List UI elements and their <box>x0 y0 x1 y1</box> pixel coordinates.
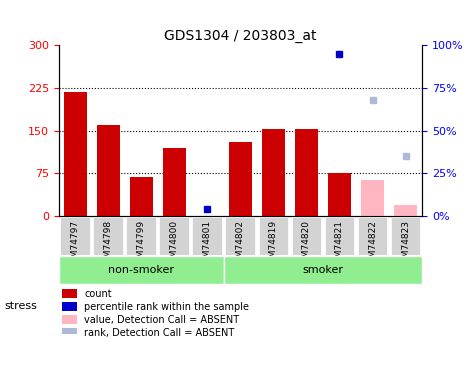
FancyBboxPatch shape <box>126 217 156 255</box>
Bar <box>229 142 252 216</box>
Bar <box>394 205 417 216</box>
Text: percentile rank within the sample: percentile rank within the sample <box>84 302 249 312</box>
Bar <box>62 302 77 311</box>
Bar <box>361 180 384 216</box>
FancyBboxPatch shape <box>192 217 222 255</box>
Text: GSM74822: GSM74822 <box>368 220 377 269</box>
FancyBboxPatch shape <box>224 256 422 284</box>
Text: GSM74821: GSM74821 <box>335 220 344 269</box>
Bar <box>97 125 120 216</box>
FancyBboxPatch shape <box>358 217 387 255</box>
FancyBboxPatch shape <box>258 217 288 255</box>
Bar <box>262 129 285 216</box>
Text: GSM74823: GSM74823 <box>401 220 410 269</box>
FancyBboxPatch shape <box>226 217 255 255</box>
Bar <box>328 174 351 216</box>
Bar <box>62 328 77 337</box>
Text: value, Detection Call = ABSENT: value, Detection Call = ABSENT <box>84 315 239 325</box>
FancyBboxPatch shape <box>61 217 90 255</box>
Bar <box>129 177 153 216</box>
Text: GSM74797: GSM74797 <box>71 220 80 269</box>
Text: non-smoker: non-smoker <box>108 265 174 275</box>
FancyBboxPatch shape <box>159 217 189 255</box>
FancyBboxPatch shape <box>292 217 321 255</box>
Text: GSM74800: GSM74800 <box>170 220 179 269</box>
FancyBboxPatch shape <box>93 217 123 255</box>
Text: GSM74801: GSM74801 <box>203 220 212 269</box>
Text: count: count <box>84 289 112 298</box>
FancyBboxPatch shape <box>59 256 224 284</box>
Bar <box>163 148 186 216</box>
Text: GSM74799: GSM74799 <box>137 220 146 269</box>
Text: stress: stress <box>5 301 38 310</box>
FancyBboxPatch shape <box>391 217 420 255</box>
Text: GSM74820: GSM74820 <box>302 220 311 269</box>
Title: GDS1304 / 203803_at: GDS1304 / 203803_at <box>164 28 317 43</box>
Text: GSM74819: GSM74819 <box>269 220 278 269</box>
Text: GSM74802: GSM74802 <box>236 220 245 269</box>
Bar <box>62 315 77 324</box>
FancyBboxPatch shape <box>325 217 355 255</box>
Bar <box>295 129 318 216</box>
Bar <box>62 289 77 297</box>
Text: rank, Detection Call = ABSENT: rank, Detection Call = ABSENT <box>84 328 234 338</box>
Bar <box>64 92 87 216</box>
Text: smoker: smoker <box>303 265 343 275</box>
Text: GSM74798: GSM74798 <box>104 220 113 269</box>
